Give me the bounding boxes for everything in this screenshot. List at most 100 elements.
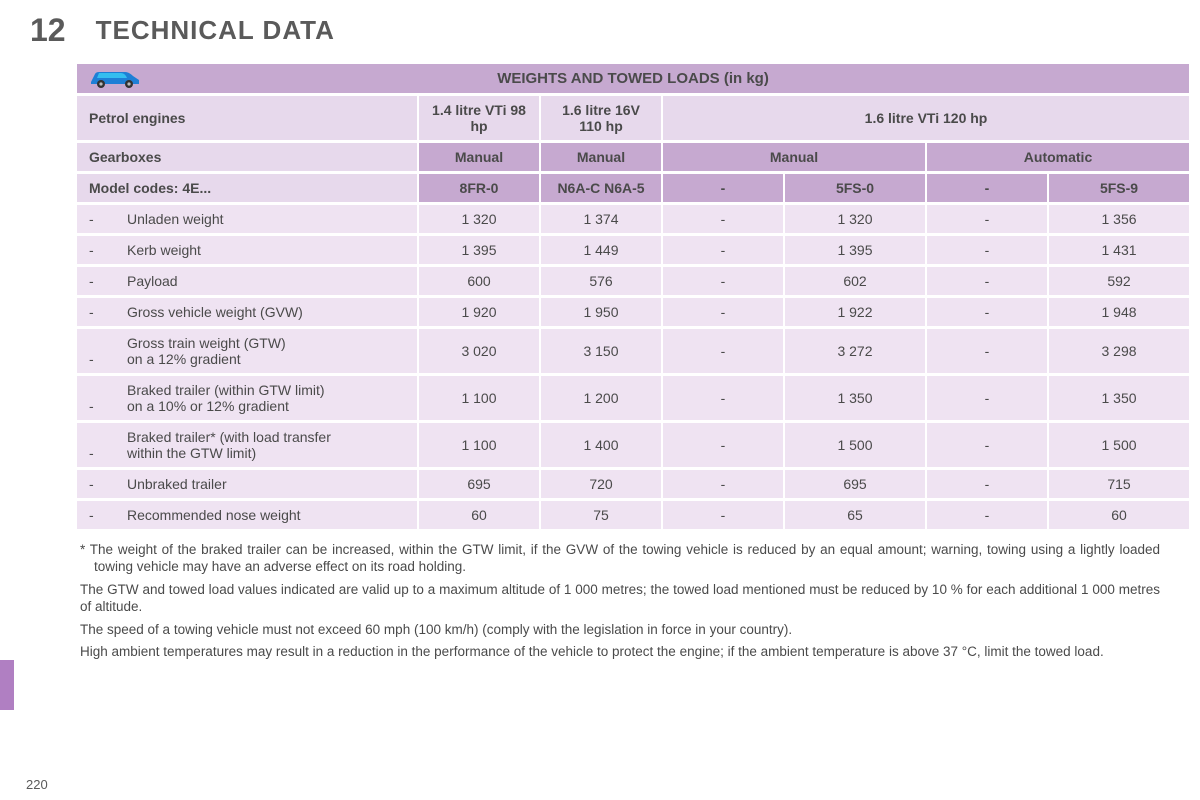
model-4: - (927, 174, 1047, 202)
cell: 1 400 (541, 423, 661, 467)
table-row: -Unladen weight1 3201 374-1 320-1 356 (77, 205, 1189, 233)
cell: 576 (541, 267, 661, 295)
cell: 1 920 (419, 298, 539, 326)
row-label: -Payload (77, 267, 417, 295)
cell: 1 374 (541, 205, 661, 233)
cell: 1 500 (785, 423, 925, 467)
cell: 695 (785, 470, 925, 498)
table-row: -Unbraked trailer695720-695-715 (77, 470, 1189, 498)
cell: 3 298 (1049, 329, 1189, 373)
cell: 1 395 (419, 236, 539, 264)
side-tab (0, 660, 14, 710)
cell: - (663, 423, 783, 467)
table-row: -Braked trailer* (with load transferwith… (77, 423, 1189, 467)
row-label: -Gross vehicle weight (GVW) (77, 298, 417, 326)
cell: 1 948 (1049, 298, 1189, 326)
cell: - (663, 205, 783, 233)
row-label: -Recommended nose weight (77, 501, 417, 529)
note-2: The GTW and towed load values indicated … (80, 582, 1160, 616)
cell: 715 (1049, 470, 1189, 498)
cell: 602 (785, 267, 925, 295)
cell: 3 020 (419, 329, 539, 373)
engine-2: 1.6 litre VTi 120 hp (663, 96, 1189, 140)
note-3: The speed of a towing vehicle must not e… (80, 622, 1160, 639)
row-label: -Unbraked trailer (77, 470, 417, 498)
cell: 1 356 (1049, 205, 1189, 233)
engine-row-label: Petrol engines (77, 96, 417, 140)
cell: 1 922 (785, 298, 925, 326)
cell: 1 100 (419, 376, 539, 420)
cell: 65 (785, 501, 925, 529)
model-1: N6A-C N6A-5 (541, 174, 661, 202)
cell: - (927, 267, 1047, 295)
cell: - (663, 267, 783, 295)
gearbox-0: Manual (419, 143, 539, 171)
engine-row: Petrol engines 1.4 litre VTi 98 hp 1.6 l… (77, 96, 1189, 140)
model-0: 8FR-0 (419, 174, 539, 202)
table-row: -Gross train weight (GTW)on a 12% gradie… (77, 329, 1189, 373)
cell: 1 350 (785, 376, 925, 420)
cell: 695 (419, 470, 539, 498)
engine-1: 1.6 litre 16V 110 hp (541, 96, 661, 140)
footnotes: * The weight of the braked trailer can b… (80, 542, 1160, 661)
cell: - (663, 470, 783, 498)
cell: 1 320 (785, 205, 925, 233)
cell: 60 (1049, 501, 1189, 529)
cell: - (663, 329, 783, 373)
engine-0: 1.4 litre VTi 98 hp (419, 96, 539, 140)
gearbox-row-label: Gearboxes (77, 143, 417, 171)
cell: - (663, 236, 783, 264)
cell: 1 395 (785, 236, 925, 264)
cell: 75 (541, 501, 661, 529)
car-icon (87, 64, 143, 94)
cell: 1 100 (419, 423, 539, 467)
row-label: -Braked trailer* (with load transferwith… (77, 423, 417, 467)
cell: - (663, 501, 783, 529)
cell: - (927, 329, 1047, 373)
model-code-row: Model codes: 4E... 8FR-0 N6A-C N6A-5 - 5… (77, 174, 1189, 202)
model-5: 5FS-9 (1049, 174, 1189, 202)
cell: 592 (1049, 267, 1189, 295)
model-2: - (663, 174, 783, 202)
row-label: -Braked trailer (within GTW limit)on a 1… (77, 376, 417, 420)
cell: 1 350 (1049, 376, 1189, 420)
cell: 720 (541, 470, 661, 498)
table-row: -Braked trailer (within GTW limit)on a 1… (77, 376, 1189, 420)
gearbox-1: Manual (541, 143, 661, 171)
table-row: -Gross vehicle weight (GVW)1 9201 950-1 … (77, 298, 1189, 326)
cell: 1 500 (1049, 423, 1189, 467)
chapter-number: 12 (30, 12, 66, 49)
cell: - (927, 376, 1047, 420)
gearbox-2: Manual (663, 143, 925, 171)
table-row: -Payload600576-602-592 (77, 267, 1189, 295)
cell: 1 950 (541, 298, 661, 326)
cell: 1 431 (1049, 236, 1189, 264)
cell: - (927, 501, 1047, 529)
page-title: TECHNICAL DATA (96, 15, 335, 46)
cell: 1 449 (541, 236, 661, 264)
table-title: WEIGHTS AND TOWED LOADS (in kg) (497, 70, 769, 87)
gearbox-3: Automatic (927, 143, 1189, 171)
cell: - (663, 298, 783, 326)
row-label: -Unladen weight (77, 205, 417, 233)
cell: 1 320 (419, 205, 539, 233)
cell: 3 150 (541, 329, 661, 373)
row-label: -Gross train weight (GTW)on a 12% gradie… (77, 329, 417, 373)
cell: - (927, 236, 1047, 264)
cell: - (927, 298, 1047, 326)
gearbox-row: Gearboxes Manual Manual Manual Automatic (77, 143, 1189, 171)
table-row: -Kerb weight1 3951 449-1 395-1 431 (77, 236, 1189, 264)
cell: - (927, 205, 1047, 233)
page-number: 220 (26, 777, 48, 792)
row-label: -Kerb weight (77, 236, 417, 264)
page-header: 12 TECHNICAL DATA (0, 0, 1200, 61)
cell: 60 (419, 501, 539, 529)
cell: 600 (419, 267, 539, 295)
cell: - (927, 423, 1047, 467)
model-3: 5FS-0 (785, 174, 925, 202)
cell: 1 200 (541, 376, 661, 420)
cell: - (663, 376, 783, 420)
cell: 3 272 (785, 329, 925, 373)
cell: - (927, 470, 1047, 498)
table-row: -Recommended nose weight6075-65-60 (77, 501, 1189, 529)
